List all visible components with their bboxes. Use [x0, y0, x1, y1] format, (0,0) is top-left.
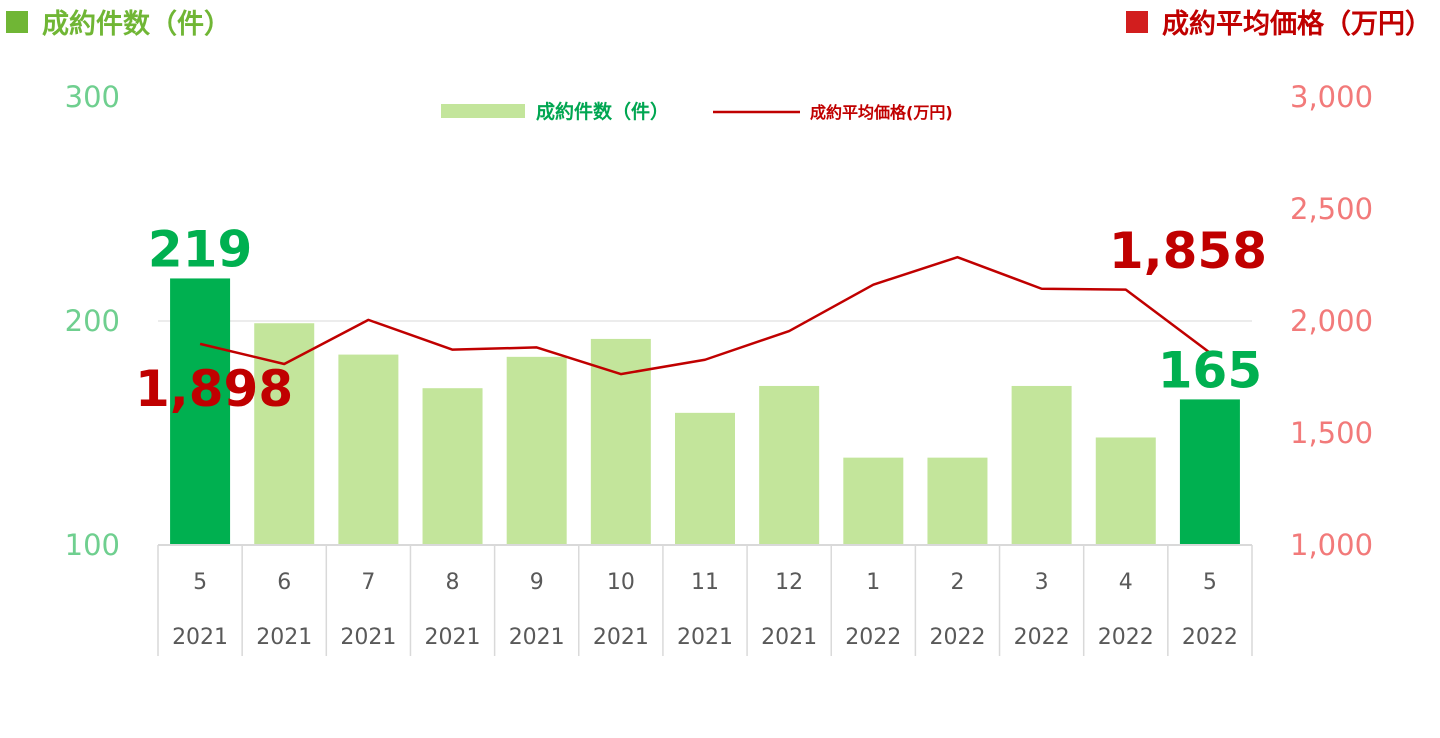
legend-line-label: 成約平均価格(万円)	[810, 103, 953, 122]
x-year-label: 2022	[929, 625, 985, 650]
x-year-label: 2021	[677, 625, 733, 650]
y-right-tick-label: 2,000	[1290, 304, 1373, 338]
left-axis-title-text: 成約件数（件）	[42, 9, 231, 40]
x-tick-label: 12	[775, 570, 803, 595]
x-year-label: 2022	[1098, 625, 1154, 650]
legend: 成約件数（件） 成約平均価格(万円)	[441, 100, 953, 123]
bar	[338, 354, 399, 545]
bar	[254, 323, 315, 545]
bar	[422, 388, 483, 545]
bar	[843, 457, 904, 545]
bar	[675, 412, 735, 545]
bar	[170, 278, 231, 545]
data-label: 219	[148, 220, 252, 278]
y-left-tick-label: 300	[65, 80, 120, 114]
legend-bar-swatch	[441, 104, 525, 118]
legend-bar-label: 成約件数（件）	[536, 100, 669, 123]
data-label: 1,898	[135, 360, 293, 418]
x-year-label: 2022	[845, 625, 901, 650]
data-labels: 219 165 1,898 1,858	[135, 220, 1267, 417]
x-tick-label: 1	[866, 570, 880, 595]
bar	[759, 385, 820, 545]
bar	[1095, 437, 1156, 545]
x-tick-label: 5	[193, 570, 207, 595]
right-axis-title: 成約平均価格（万円）	[1126, 2, 1432, 41]
bar	[1011, 385, 1072, 545]
bar-series	[170, 278, 1240, 545]
x-tick-label: 6	[277, 570, 291, 595]
x-tick-label: 2	[950, 570, 964, 595]
bar-series-marker-icon	[6, 10, 28, 33]
x-year-label: 2021	[509, 625, 565, 650]
x-tick-label: 5	[1203, 570, 1217, 595]
x-tick-label: 8	[446, 570, 460, 595]
left-axis-title: 成約件数（件）	[6, 2, 231, 41]
line-series	[199, 255, 1211, 376]
x-year-label: 2021	[425, 625, 481, 650]
line-series-marker-icon	[1126, 10, 1148, 33]
y-right-tick-label: 1,500	[1290, 416, 1373, 450]
data-label: 165	[1158, 341, 1262, 399]
x-tick-label: 9	[530, 570, 544, 595]
bar	[1179, 399, 1240, 545]
x-tick-label: 7	[361, 570, 375, 595]
bar	[927, 457, 988, 545]
y-left-tick-label: 100	[65, 528, 120, 562]
axes: 5202162021720218202192021102021112021122…	[65, 80, 1373, 656]
line-path	[199, 255, 1211, 376]
bar	[506, 356, 567, 545]
y-right-tick-label: 1,000	[1290, 528, 1373, 562]
x-tick-label: 11	[691, 570, 719, 595]
x-year-label: 2021	[340, 625, 396, 650]
x-year-label: 2021	[593, 625, 649, 650]
x-year-label: 2021	[761, 625, 817, 650]
y-right-tick-label: 2,500	[1290, 192, 1373, 226]
x-year-label: 2022	[1182, 625, 1238, 650]
x-tick-label: 4	[1119, 570, 1133, 595]
x-year-label: 2021	[172, 625, 228, 650]
x-tick-label: 3	[1035, 570, 1049, 595]
x-tick-label: 10	[607, 570, 635, 595]
y-right-tick-label: 3,000	[1290, 80, 1373, 114]
x-year-label: 2022	[1014, 625, 1070, 650]
data-label: 1,858	[1109, 222, 1267, 280]
x-year-label: 2021	[256, 625, 312, 650]
right-axis-title-text: 成約平均価格（万円）	[1162, 9, 1432, 40]
y-left-tick-label: 200	[65, 304, 120, 338]
